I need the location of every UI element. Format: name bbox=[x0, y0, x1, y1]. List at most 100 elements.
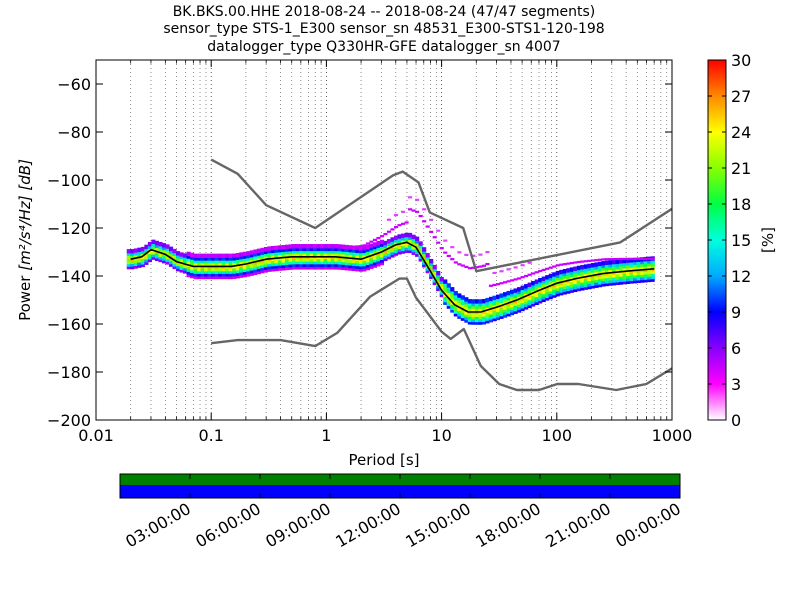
heatmap-cell bbox=[633, 271, 638, 276]
heatmap-cell bbox=[594, 262, 599, 267]
heatmap-cell bbox=[232, 269, 237, 274]
heatmap-cell bbox=[140, 260, 145, 265]
heatmap-cell bbox=[601, 263, 606, 269]
heatmap-cell bbox=[569, 288, 574, 293]
x-tick-label: 100 bbox=[542, 426, 573, 445]
heatmap-cell bbox=[633, 265, 638, 271]
heatmap-cell bbox=[176, 251, 181, 256]
heatmap-cell bbox=[552, 285, 557, 290]
heatmap-cell bbox=[323, 259, 328, 265]
heatmap-cell bbox=[386, 244, 392, 249]
heatmap-cell bbox=[425, 225, 430, 228]
heatmap-cell bbox=[327, 251, 332, 257]
heatmap-cell bbox=[351, 245, 356, 248]
heatmap-cell bbox=[249, 266, 254, 271]
colorbar-label: [%] bbox=[759, 227, 777, 253]
heatmap-cell bbox=[531, 272, 536, 275]
heatmap-cell bbox=[527, 287, 532, 293]
heatmap-cell bbox=[495, 299, 501, 305]
heatmap-cell bbox=[330, 265, 335, 270]
heatmap-cell bbox=[594, 275, 599, 280]
heatmap-cell bbox=[348, 261, 353, 266]
heatmap-cell bbox=[179, 265, 184, 270]
heatmap-cell bbox=[242, 267, 247, 272]
heatmap-cell bbox=[351, 253, 356, 258]
colorbar-tick-label: 30 bbox=[731, 51, 751, 70]
heatmap-cell bbox=[386, 252, 392, 257]
heatmap-cell bbox=[299, 259, 304, 265]
heatmap-cell bbox=[467, 320, 472, 325]
heatmap-cell bbox=[622, 272, 627, 277]
heatmap-cell bbox=[144, 257, 149, 263]
heatmap-cell bbox=[313, 246, 318, 252]
heatmap-cell bbox=[193, 266, 198, 272]
heatmap-cell bbox=[436, 241, 441, 244]
heatmap-cell bbox=[534, 282, 539, 287]
heatmap-cell bbox=[144, 244, 149, 250]
heatmap-cell bbox=[372, 255, 378, 260]
heatmap-cell bbox=[548, 294, 553, 300]
heatmap-cell bbox=[457, 314, 462, 319]
heatmap-cell bbox=[277, 253, 283, 258]
heatmap-cell bbox=[548, 286, 553, 292]
heatmap-cell bbox=[327, 244, 332, 249]
heatmap-cell bbox=[590, 276, 595, 281]
heatmap-cell bbox=[492, 314, 497, 319]
heatmap-cell bbox=[506, 290, 511, 296]
heatmap-cell bbox=[446, 254, 451, 258]
heatmap-cell bbox=[464, 313, 469, 318]
heatmap-cell bbox=[267, 259, 272, 264]
heatmap-cell bbox=[647, 261, 652, 267]
heatmap-cell bbox=[548, 289, 553, 294]
heatmap-cell bbox=[246, 259, 251, 264]
heatmap-cell bbox=[520, 306, 525, 312]
heatmap-cell bbox=[330, 251, 335, 257]
heatmap-cell bbox=[228, 274, 233, 280]
heatmap-cell bbox=[597, 274, 603, 280]
heatmap-cell bbox=[513, 304, 518, 309]
heatmap-cell bbox=[566, 262, 571, 265]
heatmap-cell bbox=[249, 255, 254, 260]
heatmap-cell bbox=[471, 301, 476, 307]
heatmap-cell bbox=[246, 253, 251, 259]
heatmap-cell bbox=[629, 271, 634, 276]
heatmap-cell bbox=[520, 293, 525, 298]
heatmap-cell bbox=[633, 263, 638, 268]
heatmap-cell bbox=[587, 259, 592, 262]
heatmap-cell bbox=[137, 258, 142, 263]
heatmap-cell bbox=[232, 258, 237, 264]
heatmap-cell bbox=[499, 311, 504, 317]
heatmap-cell bbox=[590, 270, 595, 276]
y-tick-label: −120 bbox=[47, 219, 91, 238]
heatmap-cell bbox=[587, 279, 592, 284]
heatmap-cell bbox=[358, 264, 363, 270]
colorbar-tick-label: 12 bbox=[731, 267, 751, 286]
heatmap-cell bbox=[214, 253, 219, 259]
heatmap-cell bbox=[583, 264, 588, 269]
heatmap-cell bbox=[320, 259, 325, 265]
heatmap-cell bbox=[299, 244, 304, 249]
heatmap-cell bbox=[369, 264, 374, 270]
heatmap-cell bbox=[443, 297, 448, 303]
heatmap-cell bbox=[474, 299, 479, 304]
heatmap-cell bbox=[569, 267, 574, 272]
heatmap-cell bbox=[256, 253, 261, 259]
heatmap-cell bbox=[126, 257, 131, 262]
heatmap-cell bbox=[531, 299, 536, 304]
heatmap-cell bbox=[443, 251, 448, 254]
heatmap-cell bbox=[376, 243, 381, 249]
heatmap-cell bbox=[376, 256, 381, 262]
heatmap-cell bbox=[520, 276, 525, 279]
heatmap-cell bbox=[534, 290, 539, 295]
heatmap-cell bbox=[527, 303, 532, 309]
heatmap-cell bbox=[309, 244, 314, 249]
heatmap-cell bbox=[601, 274, 606, 279]
heatmap-cell bbox=[640, 270, 645, 275]
heatmap-cell bbox=[281, 247, 286, 253]
heatmap-cell bbox=[548, 292, 553, 297]
heatmap-cell bbox=[165, 249, 170, 255]
heatmap-cell bbox=[256, 267, 261, 272]
heatmap-cell bbox=[527, 298, 532, 303]
heatmap-cell bbox=[372, 238, 378, 241]
heatmap-cell bbox=[541, 297, 546, 303]
